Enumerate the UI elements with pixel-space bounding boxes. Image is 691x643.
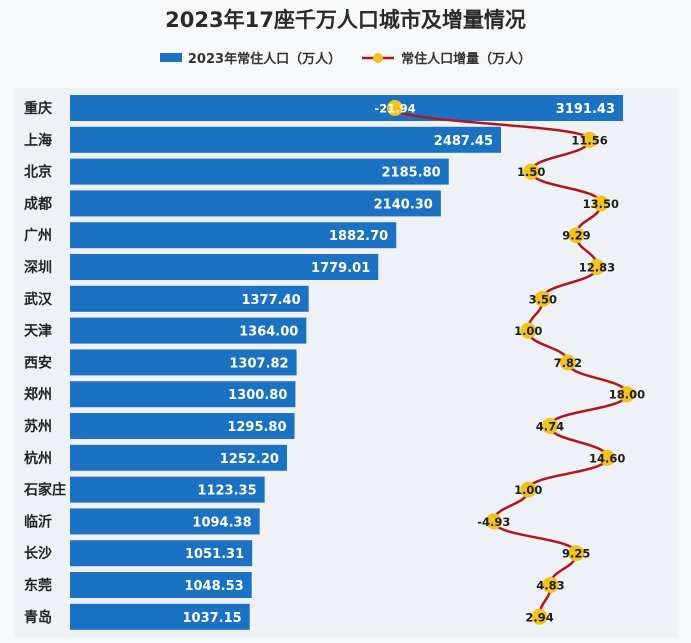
increase-marker — [485, 513, 502, 530]
increase-marker — [531, 608, 548, 625]
population-value-label: 3191.43 — [556, 102, 615, 117]
increase-marker — [568, 545, 585, 562]
population-bar — [70, 603, 250, 630]
increase-marker — [541, 418, 558, 434]
increase-value-label: 2.94 — [525, 610, 553, 624]
category-label: 北京 — [24, 164, 52, 181]
increase-value-label: 9.25 — [562, 547, 590, 561]
increase-value-label: 14.60 — [589, 451, 625, 465]
population-bar — [70, 190, 441, 217]
increase-value-label: -4.93 — [477, 515, 510, 529]
population-bar — [70, 349, 297, 376]
increase-marker — [559, 354, 576, 371]
population-bar — [70, 476, 265, 503]
population-value-label: 1252.20 — [220, 452, 279, 467]
population-bar — [70, 317, 307, 344]
population-bar — [70, 285, 309, 312]
increase-marker — [581, 131, 598, 148]
increase-marker — [568, 227, 585, 244]
increase-value-label: 7.82 — [554, 356, 582, 370]
increase-value-label: 1.00 — [514, 483, 542, 497]
increase-value-label: 9.29 — [562, 229, 590, 243]
population-bar — [70, 444, 287, 471]
category-label: 青岛 — [24, 609, 52, 626]
population-value-label: 1364.00 — [239, 325, 298, 340]
category-label: 临沂 — [24, 513, 52, 530]
legend-item-population: 2023年常住人口（万人） — [159, 48, 342, 67]
increase-value-label: 18.00 — [609, 388, 645, 402]
population-value-label: 1307.82 — [229, 356, 288, 371]
population-bar — [70, 126, 502, 153]
increase-marker — [588, 259, 605, 275]
population-value-label: 1094.38 — [192, 515, 251, 530]
increase-marker — [520, 481, 537, 498]
category-label: 东莞 — [24, 577, 52, 594]
category-label: 郑州 — [24, 386, 52, 403]
increase-value-label: 1.50 — [517, 165, 545, 179]
increase-marker — [534, 290, 551, 307]
increase-marker — [542, 577, 559, 593]
population-bar — [70, 254, 379, 280]
population-value-label: 1779.01 — [311, 261, 370, 276]
population-bar — [70, 95, 623, 121]
legend-label-increase: 常住人口增量（万人） — [401, 52, 532, 67]
increase-marker — [619, 386, 635, 403]
population-bar — [70, 508, 260, 535]
category-label: 重庆 — [24, 100, 52, 117]
category-label: 武汉 — [24, 291, 53, 308]
increase-value-label: 1.00 — [514, 324, 542, 338]
increase-marker — [592, 195, 609, 212]
population-value-label: 1051.31 — [185, 547, 244, 562]
category-label: 天津 — [24, 323, 52, 340]
increase-value-label: 4.83 — [536, 579, 564, 593]
population-value-label: 2185.80 — [382, 166, 441, 181]
population-bar — [70, 222, 397, 249]
category-label: 上海 — [24, 132, 52, 149]
chart-legend: 2023年常住人口（万人） 常住人口增量（万人） — [0, 48, 691, 67]
population-value-label: 1123.35 — [197, 484, 256, 499]
population-bar — [70, 540, 253, 567]
population-bar — [70, 158, 449, 185]
population-value-label: 2487.45 — [434, 134, 493, 149]
population-value-label: 1037.15 — [182, 611, 241, 626]
increase-value-label: 13.50 — [583, 197, 619, 211]
category-label: 深圳 — [24, 259, 52, 276]
population-value-label: 1295.80 — [227, 420, 286, 435]
population-value-label: 1882.70 — [329, 229, 388, 244]
category-label: 长沙 — [24, 545, 52, 562]
category-label: 杭州 — [24, 450, 52, 467]
increase-value-label: 12.83 — [579, 261, 615, 275]
legend-item-increase: 常住人口增量（万人） — [361, 48, 531, 67]
legend-label-population: 2023年常住人口（万人） — [187, 52, 342, 67]
population-value-label: 2140.30 — [374, 197, 433, 212]
population-value-label: 1377.40 — [241, 293, 300, 308]
chart-title: 2023年17座千万人口城市及增量情况 — [165, 8, 526, 32]
increase-marker — [599, 449, 616, 466]
increase-marker — [523, 163, 540, 180]
category-label: 石家庄 — [23, 482, 66, 499]
population-bar — [70, 572, 252, 598]
increase-value-label: -21.94 — [374, 102, 415, 116]
category-label: 苏州 — [24, 418, 52, 435]
legend-line-swatch — [362, 52, 395, 63]
population-value-label: 1048.53 — [184, 579, 243, 594]
increase-value-label: 4.74 — [536, 420, 564, 434]
increase-value-label: 3.50 — [529, 292, 557, 306]
category-label: 广州 — [24, 227, 52, 244]
increase-value-label: 11.56 — [571, 133, 607, 147]
category-label: 成都 — [24, 195, 52, 212]
population-bar — [70, 381, 296, 408]
increase-marker — [387, 100, 403, 116]
increase-marker — [520, 322, 537, 339]
population-value-label: 1300.80 — [228, 388, 287, 403]
legend-bar-swatch — [159, 53, 182, 62]
population-bar — [70, 413, 295, 439]
category-label: 西安 — [24, 354, 52, 371]
